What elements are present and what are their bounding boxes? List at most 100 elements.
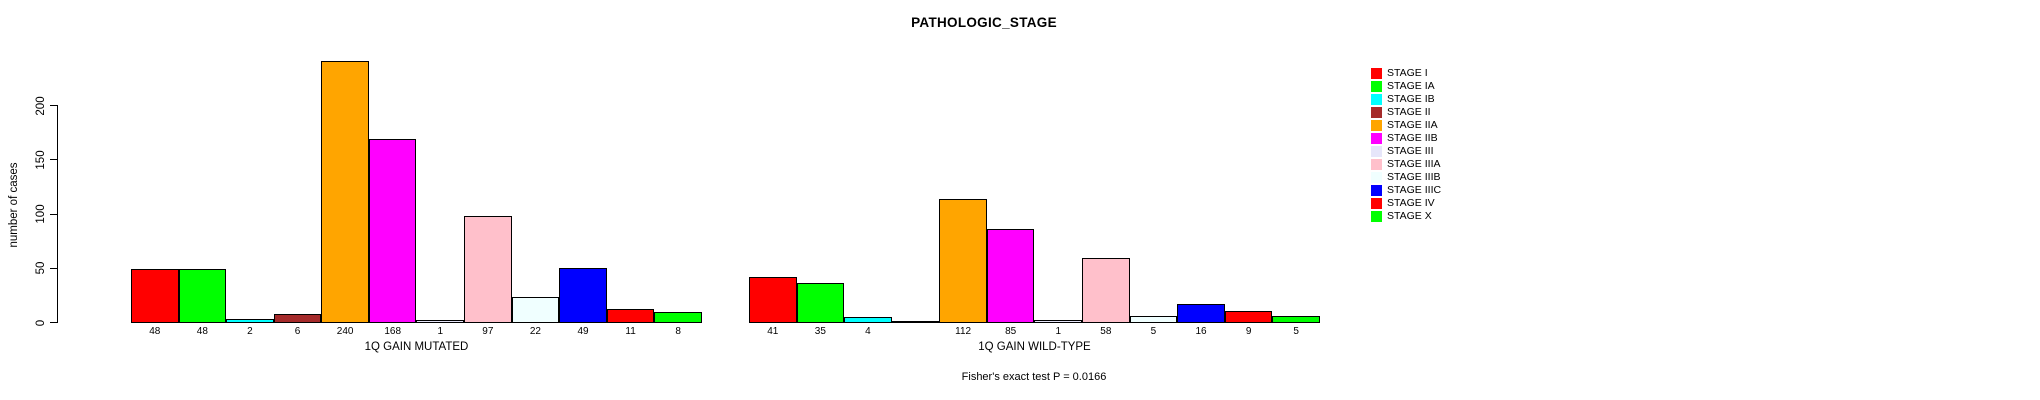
chart-title: PATHOLOGIC_STAGE: [911, 15, 1057, 30]
bar-count-label: 168: [384, 326, 402, 337]
bar-stage-ii: [891, 321, 940, 323]
bar-stage-iiic: [559, 267, 607, 323]
legend-label: STAGE IIIA: [1387, 158, 1441, 170]
bar-stage-ia: [178, 268, 227, 323]
bar-count-label: 8: [675, 326, 681, 337]
bar-stage-i: [131, 268, 179, 323]
legend-label: STAGE IB: [1387, 93, 1435, 105]
bar-count-label: 97: [482, 326, 494, 337]
legend-swatch-icon: [1371, 211, 1382, 222]
legend-label: STAGE IIIC: [1387, 184, 1442, 196]
bar-stage-iiib: [511, 297, 560, 323]
bar-count-label: 240: [336, 326, 354, 337]
bar-count-label: 11: [625, 326, 636, 337]
bar-count-label: 6: [294, 326, 301, 337]
y-tick: [50, 213, 57, 215]
bar-count-label: 22: [529, 326, 541, 337]
legend-item: STAGE II: [1371, 106, 1441, 119]
legend-swatch-icon: [1371, 198, 1382, 209]
legend: STAGE I STAGE IA STAGE IB STAGE II STAGE IIA…: [1371, 67, 1441, 223]
legend-swatch-icon: [1371, 133, 1382, 144]
legend-swatch-icon: [1371, 120, 1382, 131]
y-tick: [50, 267, 57, 269]
bar-stage-i: [749, 276, 797, 323]
legend-swatch-icon: [1371, 107, 1382, 118]
bar-stage-iia: [321, 60, 369, 323]
y-tick: [50, 159, 57, 161]
legend-item: STAGE IV: [1371, 197, 1441, 210]
legend-item: STAGE III: [1371, 145, 1441, 158]
bar-count-label: 41: [767, 326, 779, 337]
legend-swatch-icon: [1371, 68, 1382, 79]
bar-stage-iv: [606, 309, 655, 323]
bar-stage-iii: [1034, 319, 1083, 323]
bar-count-label: 2: [247, 326, 253, 337]
legend-item: STAGE IIIB: [1371, 171, 1441, 184]
legend-label: STAGE X: [1387, 210, 1432, 222]
bar-count-label: 112: [955, 326, 972, 337]
bar-count-label: 1: [437, 326, 444, 337]
bar-count-label: 48: [196, 326, 208, 337]
legend-item: STAGE IIB: [1371, 132, 1441, 145]
legend-item: STAGE I: [1371, 67, 1441, 80]
bar-stage-iii: [416, 319, 465, 323]
bar-stage-iia: [939, 199, 987, 323]
bar-count-label: 9: [1245, 326, 1252, 337]
legend-swatch-icon: [1371, 146, 1382, 157]
legend-item: STAGE IB: [1371, 93, 1441, 106]
legend-label: STAGE IIIB: [1387, 171, 1441, 183]
y-tick: [50, 322, 57, 323]
legend-item: STAGE IIIA: [1371, 158, 1441, 171]
y-tick-label: 150: [35, 150, 47, 170]
legend-label: STAGE IV: [1387, 197, 1435, 209]
legend-swatch-icon: [1371, 185, 1382, 196]
legend-label: STAGE III: [1387, 145, 1434, 157]
y-tick-label: 0: [35, 319, 47, 326]
x-axis-label-mutated: 1Q GAIN MUTATED: [364, 341, 469, 353]
bar-count-label: 58: [1100, 326, 1112, 337]
y-tick-label: 100: [35, 204, 47, 224]
bar-count-label: 35: [814, 326, 826, 337]
legend-label: STAGE II: [1387, 106, 1431, 118]
bar-stage-iv: [1224, 311, 1273, 323]
legend-item: STAGE IIIC: [1371, 184, 1441, 197]
y-tick-label: 50: [35, 261, 47, 275]
bar-count-label: 85: [1005, 326, 1017, 337]
legend-item: STAGE IA: [1371, 80, 1441, 93]
legend-label: STAGE IIA: [1387, 119, 1438, 131]
x-axis-label-wild-type: 1Q GAIN WILD-TYPE: [978, 341, 1091, 353]
bar-count-label: 1: [1055, 326, 1062, 337]
bar-stage-ib: [844, 316, 892, 323]
bar-count-label: 16: [1195, 326, 1207, 337]
bar-stage-ib: [226, 318, 274, 323]
bar-count-label: 49: [577, 326, 589, 337]
legend-swatch-icon: [1371, 94, 1382, 105]
legend-label: STAGE I: [1387, 67, 1428, 79]
legend-item: STAGE IIA: [1371, 119, 1441, 132]
y-tick: [50, 105, 57, 106]
bar-stage-x: [654, 312, 702, 323]
y-axis-title: number of cases: [8, 162, 20, 248]
bar-count-label: 5: [1293, 326, 1299, 337]
bar-stage-x: [1272, 315, 1320, 323]
bar-stage-iiib: [1129, 315, 1178, 323]
legend-item: STAGE X: [1371, 210, 1441, 223]
bar-stage-iiia: [1082, 258, 1130, 323]
legend-swatch-icon: [1371, 81, 1382, 92]
bar-stage-iiia: [464, 215, 512, 323]
bar-stage-iiic: [1177, 303, 1225, 323]
y-tick-label: 200: [35, 95, 47, 116]
bar-stage-iib: [368, 138, 417, 323]
bar-count-label: 4: [865, 326, 871, 337]
bar-count-label: 48: [149, 326, 161, 337]
y-axis-line: [57, 105, 58, 323]
legend-swatch-icon: [1371, 159, 1382, 170]
bar-stage-ia: [796, 283, 845, 323]
bar-stage-iib: [986, 228, 1035, 323]
bar-count-label: 5: [1150, 326, 1157, 337]
bar-stage-ii: [273, 314, 322, 323]
legend-label: STAGE IA: [1387, 80, 1435, 92]
legend-swatch-icon: [1371, 172, 1382, 183]
fisher-test-footnote: Fisher's exact test P = 0.0166: [961, 371, 1107, 383]
